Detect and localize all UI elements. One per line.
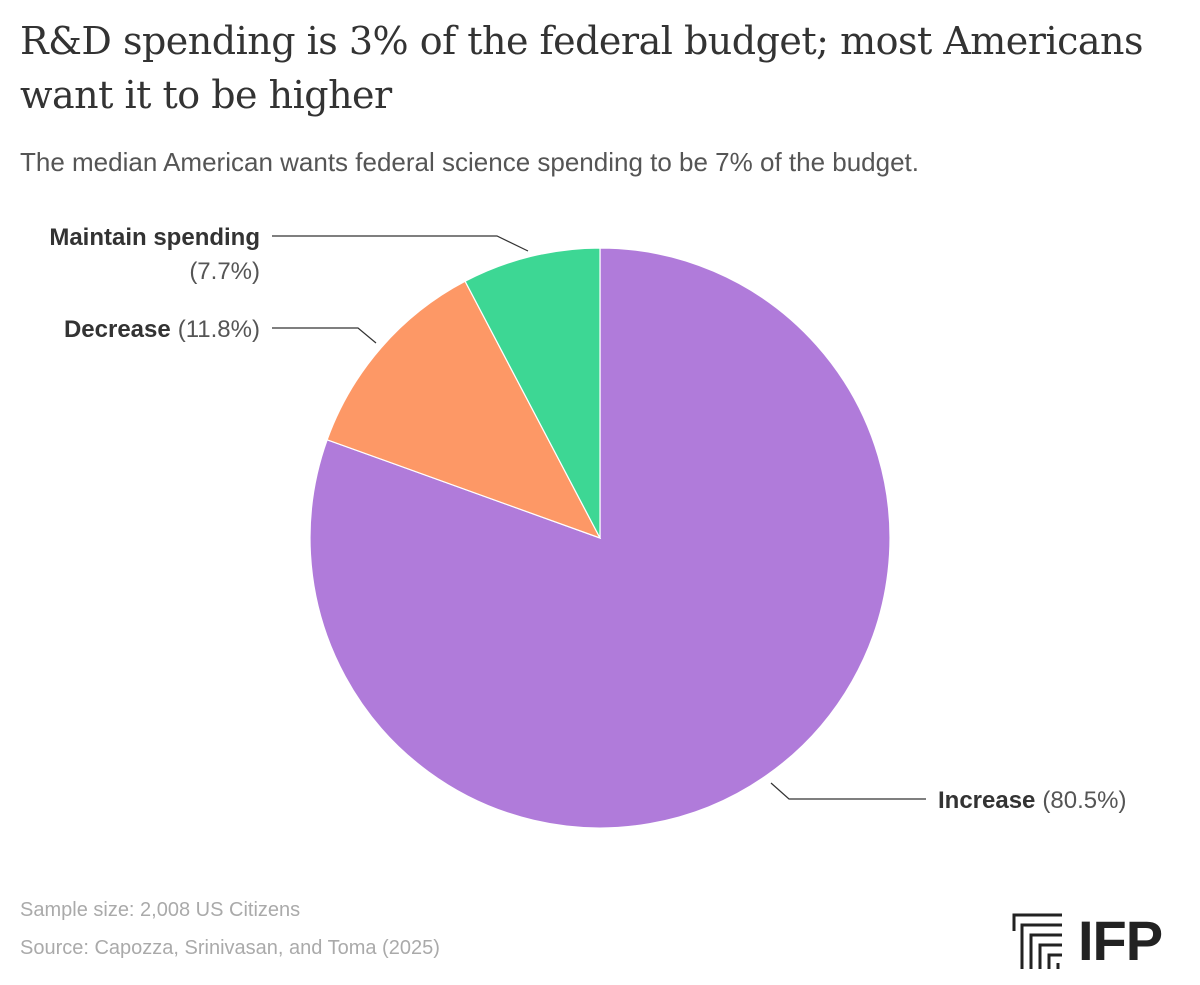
sample-size-note: Sample size: 2,008 US Citizens [20,899,301,921]
slice-label-maintain-name: Maintain spending [49,224,260,251]
leader-lines [272,235,926,800]
source-note: Source: Capozza, Srinivasan, and Toma (2… [20,937,440,959]
pie-slice-maintain-spending [464,247,601,539]
pie-slice-decrease [326,280,602,540]
ifp-logo-icon [1012,913,1062,969]
slice-label-increase-value: (80.5%) [1042,787,1126,814]
leader-line-increase [770,782,926,800]
slice-label-increase-name: Increase [938,787,1035,814]
slice-labels: Maintain spending (7.7%) Decrease (11.8%)… [49,224,1126,814]
slice-label-increase: Increase (80.5%) [938,787,1126,814]
chart-subtitle: The median American wants federal scienc… [20,147,920,177]
logo-text: IFP [1078,909,1163,972]
ifp-logo: IFP [1012,909,1184,972]
chart-title: R&D spending is 3% of the federal budget… [20,19,1144,117]
slice-label-decrease: Decrease (11.8%) [64,316,260,343]
slice-label-decrease-name: Decrease [64,316,171,343]
pie-slice-increase [309,247,891,829]
leader-line-maintain [272,235,529,252]
slice-label-maintain-value: (7.7%) [189,258,260,285]
pie-slices [309,247,891,829]
slice-label-decrease-value: (11.8%) [178,316,260,343]
leader-line-decrease [272,327,377,344]
